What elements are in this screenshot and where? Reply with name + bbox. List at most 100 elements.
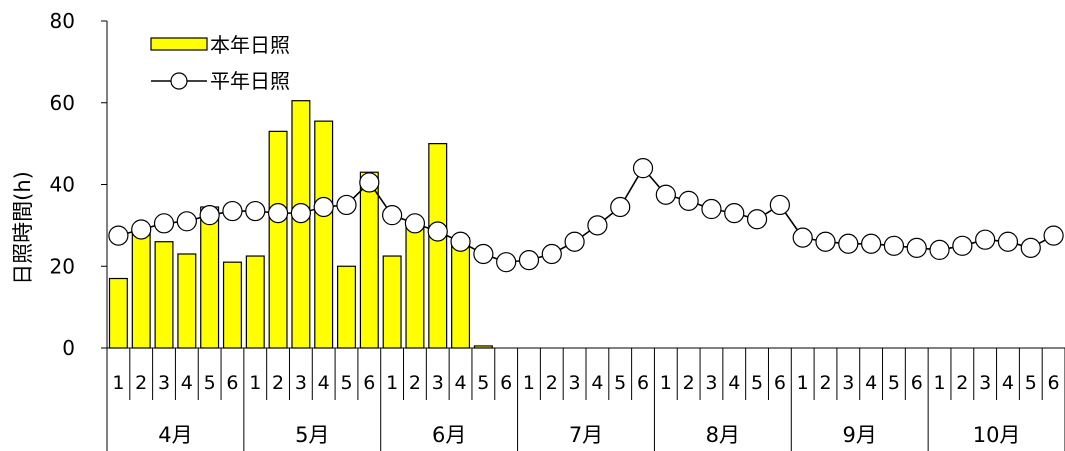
x-tick-label: 6 — [226, 372, 238, 394]
x-tick-label: 3 — [705, 372, 717, 394]
line-point — [108, 225, 129, 246]
x-tick-label: 4 — [318, 372, 330, 394]
line-point — [450, 231, 471, 252]
line-point — [792, 227, 813, 248]
x-tick-label: 4 — [591, 372, 603, 394]
bar — [131, 230, 151, 349]
x-tick-label: 1 — [249, 372, 261, 394]
month-label: 9月 — [843, 423, 877, 447]
line-point — [473, 243, 494, 265]
y-tick-label: 80 — [50, 9, 75, 33]
x-tick-label: 3 — [979, 372, 991, 394]
line-point — [222, 200, 243, 222]
legend-line-label: 平年日照 — [210, 69, 290, 93]
x-tick-label: 1 — [797, 372, 809, 394]
x-tick-label: 5 — [477, 372, 489, 394]
bar — [222, 261, 242, 349]
x-tick-label: 4 — [1002, 372, 1014, 394]
month-label: 7月 — [569, 423, 603, 447]
x-tick-label: 2 — [683, 372, 695, 394]
bar — [405, 226, 425, 349]
y-tick-label: 40 — [50, 173, 75, 197]
line-point — [564, 231, 585, 252]
line-point — [1020, 237, 1041, 258]
x-tick-label: 4 — [865, 372, 877, 394]
x-tick-label: 5 — [204, 372, 216, 394]
bar-series — [108, 100, 493, 349]
line-point — [815, 231, 836, 252]
x-tick-label: 5 — [888, 372, 900, 394]
month-label: 6月 — [432, 423, 466, 447]
x-tick-label: 3 — [158, 372, 170, 394]
line-point — [655, 184, 676, 205]
x-tick-label: 5 — [340, 372, 352, 394]
bar — [314, 120, 334, 349]
bar — [473, 345, 493, 349]
line-point — [587, 215, 608, 236]
legend-bar-swatch — [150, 37, 208, 51]
x-tick-label: 2 — [546, 372, 558, 394]
bar — [451, 237, 471, 349]
x-tick-label: 4 — [181, 372, 193, 394]
x-tick-label: 2 — [272, 372, 284, 394]
line-point — [176, 211, 197, 232]
bar — [108, 277, 128, 349]
line-point — [336, 194, 357, 216]
line-point — [746, 209, 768, 230]
x-tick-label: 1 — [660, 372, 672, 394]
line-point — [153, 213, 175, 234]
line-point — [267, 203, 289, 224]
legend-bar-label: 本年日照 — [210, 33, 290, 57]
month-label: 4月 — [158, 423, 192, 447]
line-point — [632, 158, 654, 179]
x-tick-label: 5 — [1025, 372, 1037, 394]
x-tick-label: 1 — [386, 372, 398, 394]
x-tick-label: 3 — [295, 372, 307, 394]
line-point — [769, 194, 790, 216]
line-series — [108, 158, 1064, 273]
x-tick-label: 6 — [637, 372, 649, 394]
x-tick-label: 6 — [363, 372, 375, 394]
bar — [337, 265, 356, 349]
line-point — [610, 196, 631, 218]
bar — [245, 255, 265, 349]
bar — [154, 241, 174, 349]
line-point — [496, 252, 517, 273]
line-point — [701, 198, 722, 220]
line-point — [997, 231, 1019, 252]
line-point — [290, 203, 311, 224]
y-tick-label: 60 — [50, 91, 75, 115]
line-point — [906, 237, 927, 258]
line-point — [952, 235, 973, 256]
line-point — [861, 233, 882, 254]
line-point — [724, 203, 745, 224]
x-tick-label: 2 — [956, 372, 968, 394]
line-point — [359, 172, 380, 193]
x-tick-label: 6 — [774, 372, 786, 394]
y-axis-label: 日照時間(h) — [11, 171, 35, 285]
line-point — [1043, 225, 1064, 246]
line-point — [131, 219, 152, 240]
x-tick-label: 5 — [614, 372, 626, 394]
line-point — [518, 250, 540, 271]
line-point — [678, 190, 699, 211]
x-tick-label: 1 — [934, 372, 946, 394]
bar — [200, 206, 220, 349]
legend-line-marker — [170, 72, 188, 90]
line-point — [838, 233, 859, 254]
x-tick-label: 1 — [523, 372, 535, 394]
line-point — [313, 196, 334, 218]
line-point — [427, 221, 448, 242]
x-tick-label: 1 — [112, 372, 124, 394]
x-tick-label: 2 — [135, 372, 147, 394]
bar — [359, 171, 379, 349]
month-label: 8月 — [706, 423, 740, 447]
bar — [291, 100, 311, 349]
month-label: 10月 — [973, 423, 1021, 447]
line-point — [199, 205, 220, 226]
x-tick-label: 3 — [569, 372, 581, 394]
x-tick-label: 2 — [409, 372, 421, 394]
x-tick-label: 3 — [842, 372, 854, 394]
line-point — [929, 239, 950, 260]
